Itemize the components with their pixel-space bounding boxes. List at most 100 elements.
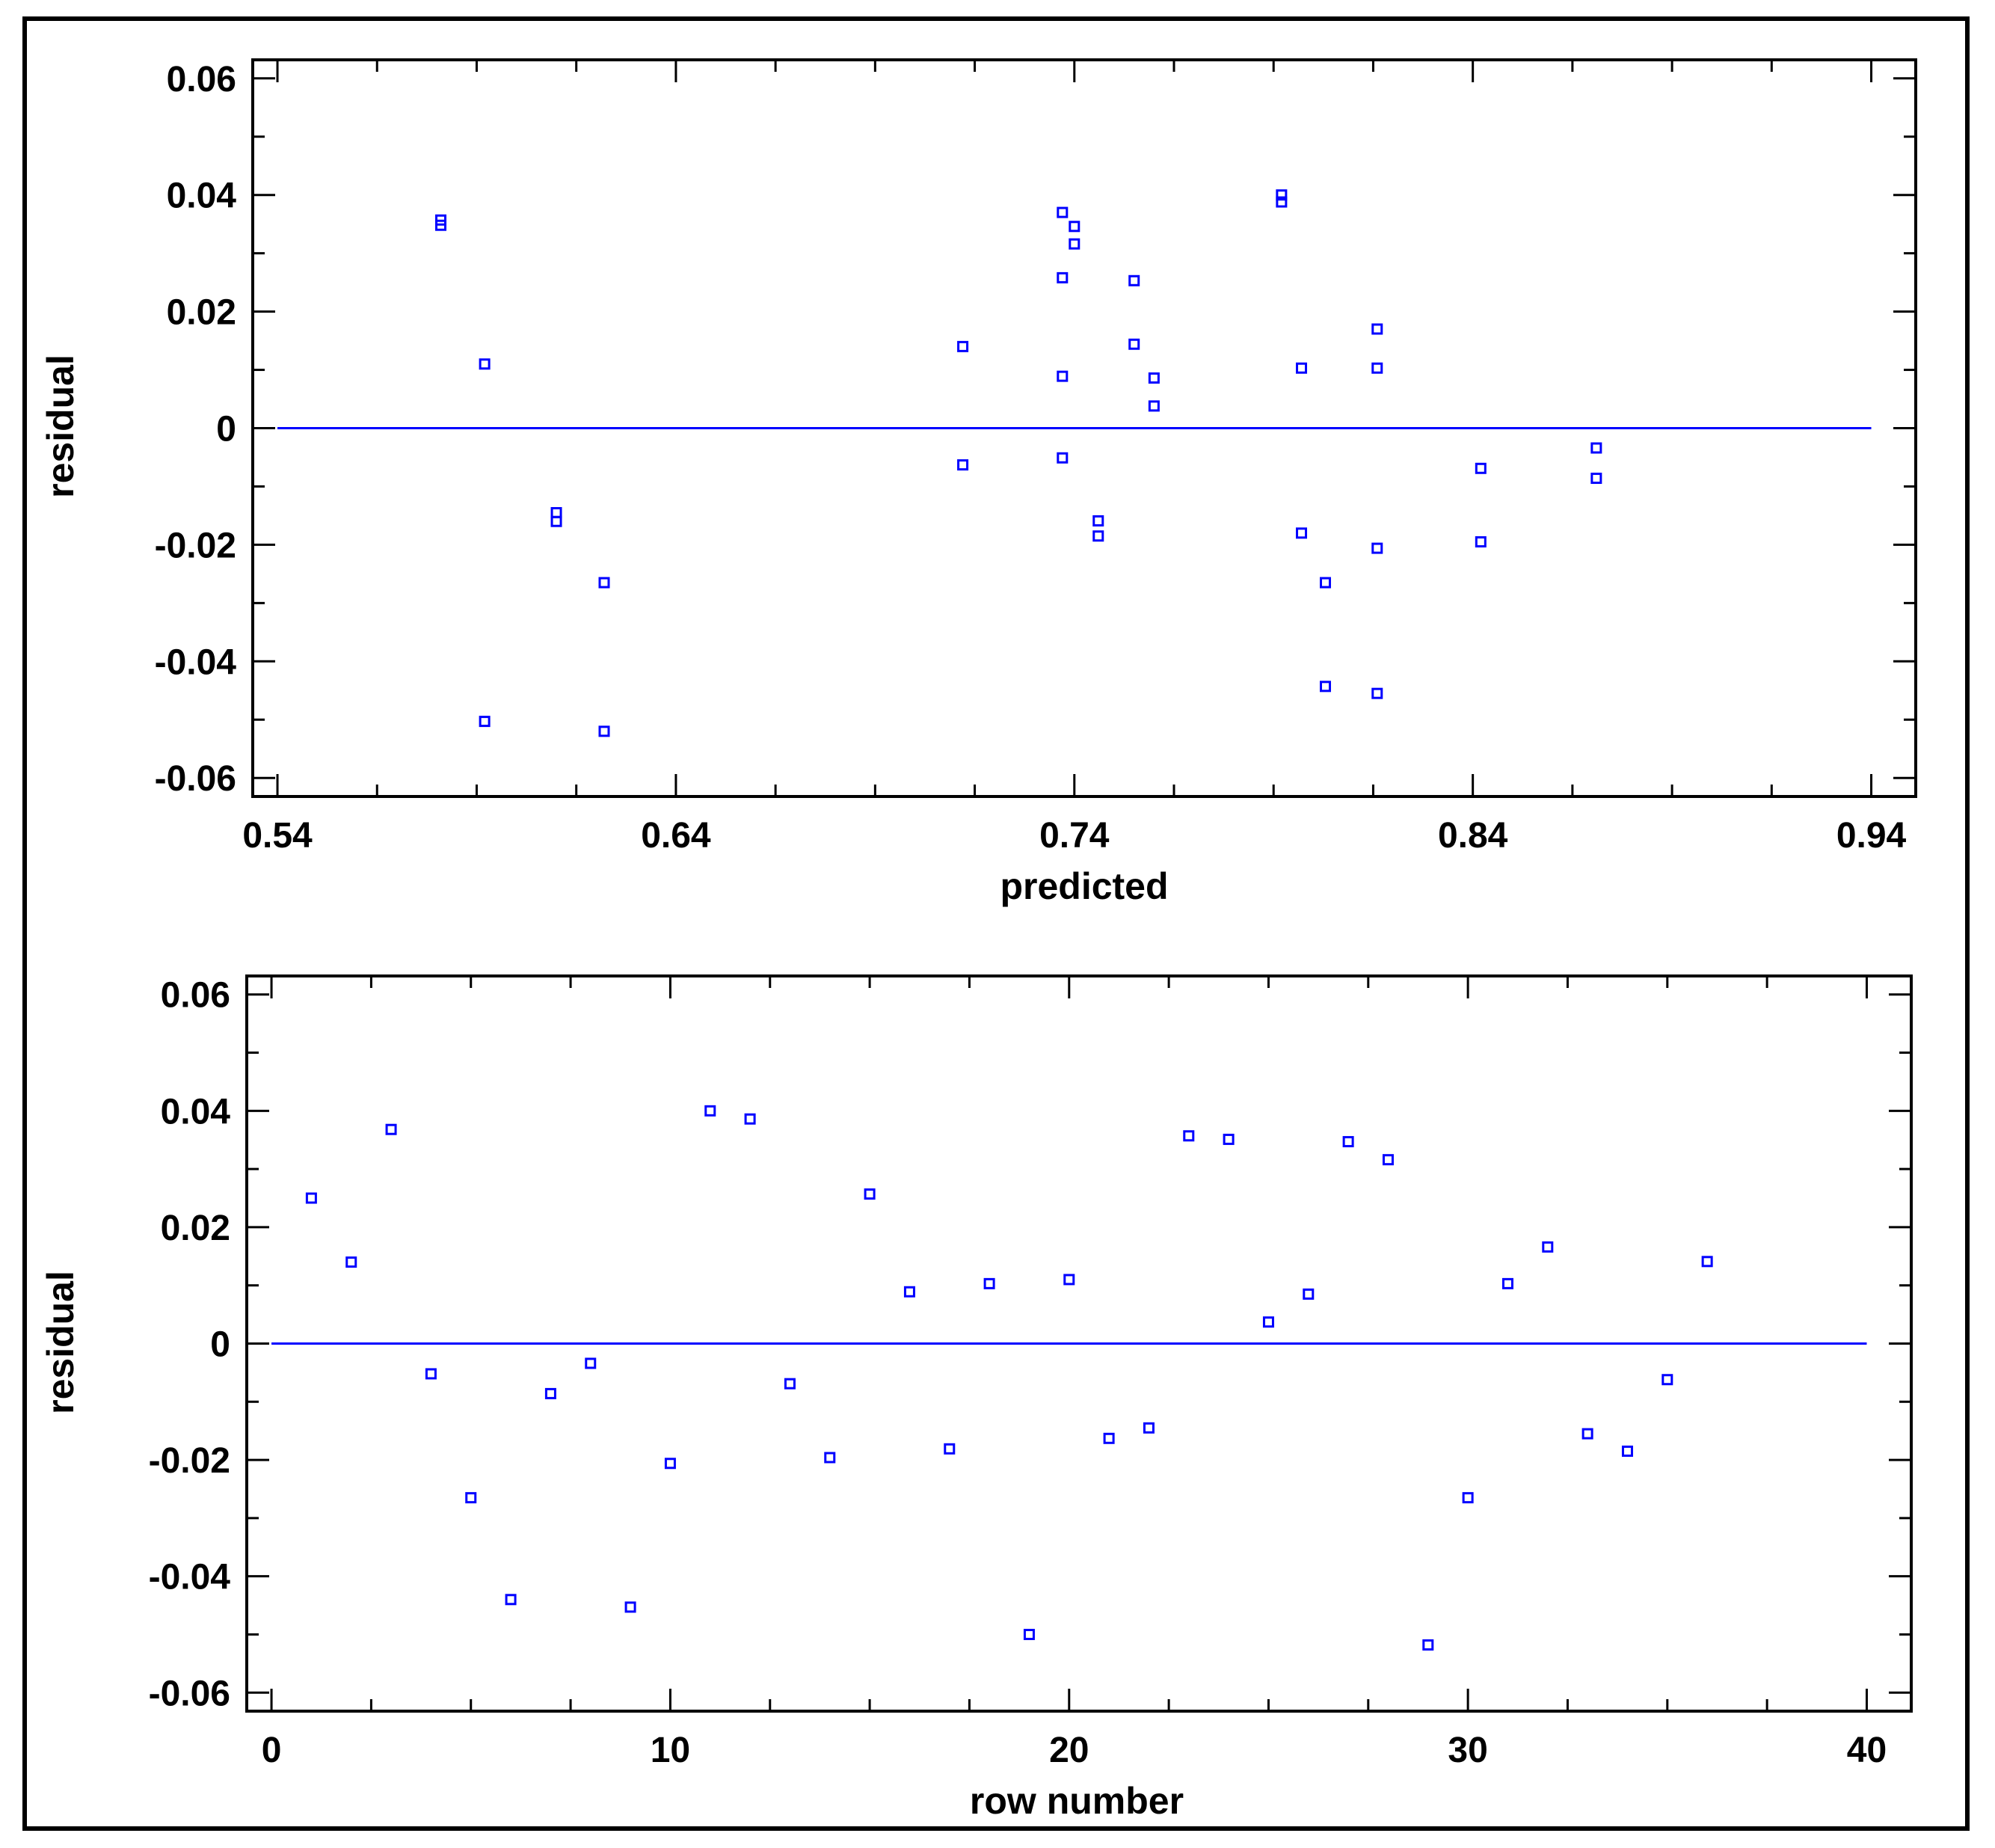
bottom-data-point bbox=[585, 1357, 597, 1369]
top-y-tick-label: 0.06 bbox=[167, 60, 236, 99]
bottom-x-tick-label: 40 bbox=[1847, 1731, 1887, 1770]
bottom-data-point bbox=[1621, 1445, 1633, 1457]
bottom-data-point bbox=[903, 1286, 915, 1298]
bottom-data-point bbox=[744, 1113, 756, 1125]
top-data-point bbox=[1296, 527, 1308, 539]
top-data-point bbox=[1590, 442, 1602, 454]
bottom-data-point bbox=[864, 1188, 876, 1200]
bottom-data-point bbox=[425, 1368, 437, 1380]
bottom-data-point bbox=[1501, 1277, 1513, 1289]
top-data-point bbox=[1590, 473, 1602, 485]
top-x-axis-label: predicted bbox=[1000, 865, 1168, 907]
top-data-point bbox=[957, 340, 969, 352]
top-y-tick-label: -0.04 bbox=[155, 642, 237, 682]
bottom-y-tick-label: 0 bbox=[210, 1325, 230, 1365]
top-data-point bbox=[1057, 271, 1069, 283]
bottom-data-point bbox=[944, 1443, 956, 1455]
top-data-point bbox=[1276, 189, 1288, 201]
top-y-tick-label: -0.02 bbox=[155, 526, 236, 565]
top-data-point bbox=[550, 515, 562, 527]
top-data-point bbox=[1128, 338, 1140, 350]
top-data-point bbox=[1276, 196, 1288, 208]
top-x-tick-label: 0.54 bbox=[242, 816, 313, 856]
top-y-axis-label: residual bbox=[40, 354, 82, 498]
top-data-point bbox=[1371, 323, 1383, 335]
top-data-point bbox=[1148, 400, 1160, 412]
bottom-data-point bbox=[824, 1452, 836, 1464]
top-x-tick-label: 0.64 bbox=[641, 816, 711, 856]
top-data-point bbox=[1092, 530, 1104, 542]
bottom-data-point bbox=[1183, 1130, 1195, 1142]
bottom-x-tick-label: 10 bbox=[651, 1731, 690, 1770]
top-data-point bbox=[957, 459, 969, 471]
bottom-data-point bbox=[1542, 1241, 1554, 1253]
top-x-tick-label: 0.74 bbox=[1039, 816, 1110, 856]
top-data-point bbox=[1148, 372, 1160, 384]
top-data-point bbox=[1319, 577, 1331, 589]
bottom-y-tick-label: 0.04 bbox=[161, 1092, 231, 1132]
top-data-point bbox=[1475, 536, 1487, 548]
bottom-y-axis-label: residual bbox=[40, 1271, 82, 1414]
bottom-data-point bbox=[983, 1277, 995, 1289]
top-data-point bbox=[1057, 370, 1069, 382]
bottom-data-point bbox=[1662, 1374, 1673, 1386]
top-y-tick-label: 0.04 bbox=[167, 176, 237, 216]
bottom-data-point bbox=[465, 1492, 477, 1504]
top-data-point bbox=[1057, 206, 1069, 218]
bottom-data-point bbox=[1063, 1274, 1075, 1286]
bottom-data-point bbox=[1382, 1154, 1394, 1166]
top-y-tick-label: -0.06 bbox=[155, 759, 236, 799]
bottom-data-point bbox=[1581, 1428, 1593, 1440]
bottom-data-point bbox=[305, 1192, 317, 1204]
top-data-point bbox=[1092, 515, 1104, 527]
bottom-data-point bbox=[1462, 1492, 1474, 1504]
top-y-tick-label: 0 bbox=[216, 410, 236, 449]
top-data-point bbox=[598, 577, 610, 589]
bottom-data-point bbox=[1701, 1256, 1713, 1268]
top-x-tick-label: 0.84 bbox=[1438, 816, 1508, 856]
bottom-x-tick-label: 30 bbox=[1448, 1731, 1487, 1770]
top-x-tick-label: 0.94 bbox=[1836, 816, 1907, 856]
top-scatter-plot: 0.06 0.04 0.02 0 -0.02 -0.04 -0.060.54 0.64 0.74… bbox=[40, 58, 1917, 907]
bottom-data-point bbox=[1422, 1639, 1434, 1651]
bottom-data-point bbox=[1103, 1432, 1115, 1444]
top-data-point bbox=[1371, 687, 1383, 699]
top-data-point bbox=[598, 725, 610, 737]
bottom-x-tick-label: 0 bbox=[262, 1731, 282, 1770]
bottom-x-axis-label: row number bbox=[970, 1780, 1184, 1822]
bottom-data-point bbox=[704, 1105, 716, 1117]
bottom-data-point bbox=[345, 1256, 357, 1268]
bottom-data-point bbox=[1023, 1628, 1035, 1640]
bottom-y-tick-label: -0.02 bbox=[149, 1441, 230, 1481]
bottom-data-point bbox=[544, 1387, 556, 1399]
bottom-data-point bbox=[505, 1594, 517, 1606]
bottom-data-point bbox=[1143, 1422, 1155, 1434]
top-data-point bbox=[479, 358, 491, 370]
top-data-point bbox=[479, 716, 491, 728]
top-data-point bbox=[1057, 452, 1069, 464]
top-data-point bbox=[435, 219, 447, 231]
top-data-point bbox=[1069, 221, 1081, 233]
top-data-point bbox=[1128, 274, 1140, 286]
top-data-point bbox=[1319, 681, 1331, 693]
bottom-x-tick-label: 20 bbox=[1049, 1731, 1089, 1770]
top-data-point bbox=[1475, 462, 1487, 474]
figure-border bbox=[22, 16, 1970, 1831]
bottom-data-point bbox=[784, 1378, 796, 1390]
top-data-point bbox=[1069, 238, 1081, 250]
bottom-data-point bbox=[1303, 1288, 1315, 1300]
bottom-data-point bbox=[385, 1123, 397, 1135]
bottom-y-tick-label: 0.06 bbox=[161, 976, 230, 1016]
bottom-data-point bbox=[1342, 1136, 1354, 1148]
bottom-data-point bbox=[1262, 1316, 1274, 1328]
bottom-scatter-plot: 0.06 0.04 0.02 0 -0.02 -0.04 -0.06 0 10 20 30 40 row… bbox=[40, 974, 1913, 1822]
top-data-point bbox=[1371, 542, 1383, 554]
top-y-tick-label: 0.02 bbox=[167, 293, 236, 333]
top-data-point bbox=[1371, 362, 1383, 374]
bottom-y-tick-label: -0.04 bbox=[149, 1558, 231, 1597]
bottom-data-point bbox=[1223, 1133, 1235, 1145]
bottom-data-point bbox=[664, 1458, 676, 1470]
bottom-data-point bbox=[624, 1601, 636, 1613]
bottom-y-tick-label: 0.02 bbox=[161, 1209, 230, 1248]
